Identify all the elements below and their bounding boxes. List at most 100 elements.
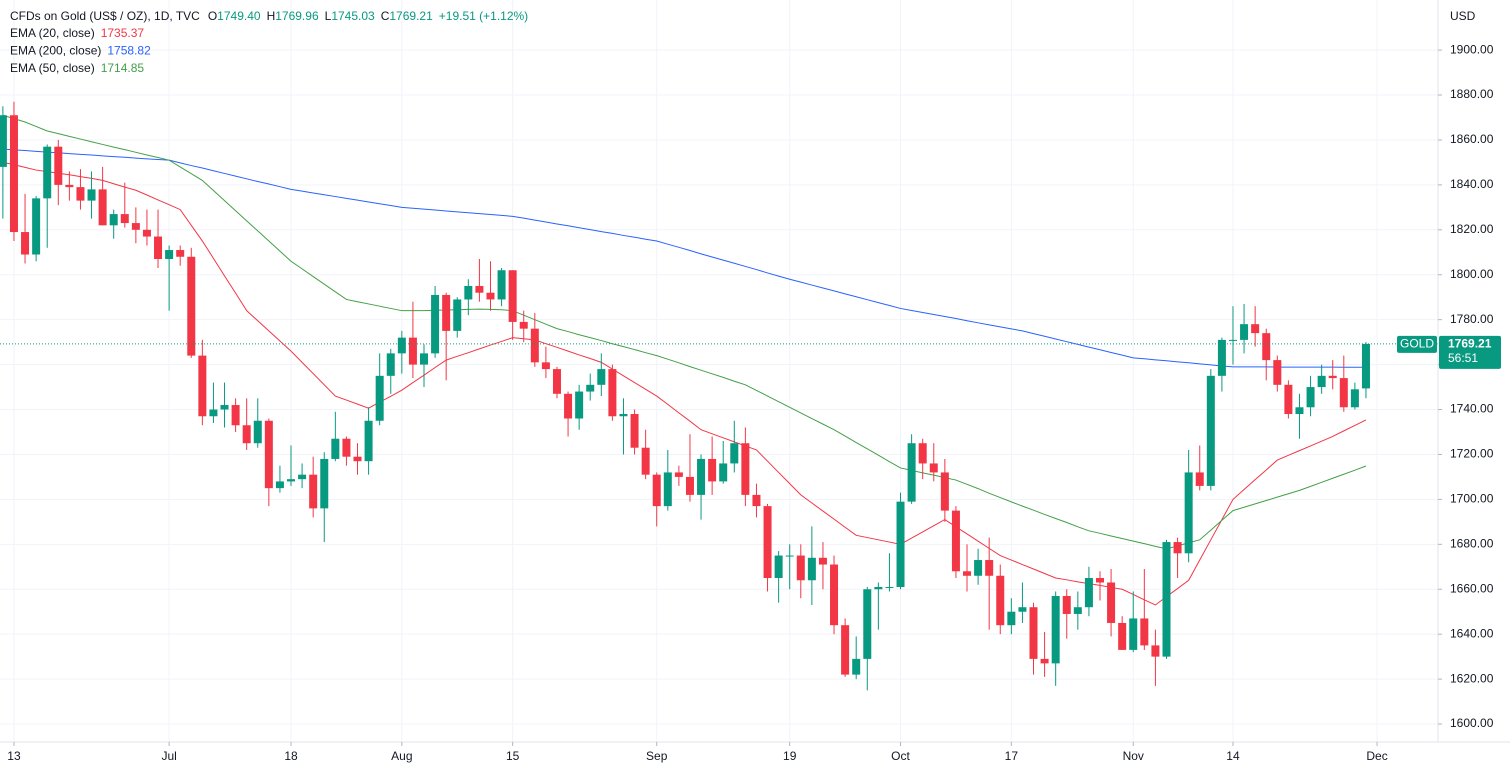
candle-body [974, 560, 983, 576]
candle-body [419, 353, 428, 365]
candle-body [985, 560, 994, 576]
x-tick-label: 13 [7, 749, 21, 763]
candle-body [176, 250, 185, 257]
candle-body [497, 270, 506, 300]
candle-body [87, 189, 96, 201]
ema-line [2, 161, 1367, 606]
candle-body [1217, 339, 1226, 376]
candle-body [1151, 645, 1160, 657]
candle-body [1262, 333, 1271, 361]
y-tick-label: 1640.00 [1450, 626, 1494, 640]
candle-body [586, 384, 595, 392]
ohlc-key: H [267, 9, 276, 23]
candle-body [1040, 658, 1049, 664]
candle-body [1206, 375, 1215, 486]
candle-body [1350, 389, 1359, 408]
candle-body [530, 328, 539, 363]
candle-body [697, 458, 706, 495]
change-value: +19.51 (+1.12%) [439, 9, 528, 23]
currency-label: USD [1450, 9, 1476, 23]
candle-body [475, 285, 484, 293]
candle-body [896, 501, 905, 587]
ema-line [2, 148, 1366, 368]
candle-body [386, 353, 395, 376]
ohlc-key: O [208, 9, 217, 23]
legend-value: 1714.85 [101, 61, 145, 75]
candle-body [1228, 339, 1237, 341]
candle-body [552, 369, 561, 394]
candle-body [852, 658, 861, 675]
candle-body [630, 414, 639, 448]
candle-body [1328, 375, 1337, 379]
y-tick-label: 1840.00 [1450, 177, 1494, 191]
candle-body [0, 115, 7, 167]
candle-body [1306, 387, 1315, 408]
candle-body [1317, 375, 1326, 388]
candle-body [1240, 324, 1249, 340]
candle-body [708, 458, 717, 482]
symbol-tag [1397, 335, 1437, 353]
candle-body [885, 586, 894, 588]
x-tick-label: Aug [391, 749, 412, 763]
candle-body [131, 223, 140, 230]
candle-body [929, 463, 938, 473]
candle-body [76, 187, 85, 201]
candle-body [752, 494, 761, 507]
candle-body [1051, 595, 1060, 664]
candle-body [685, 476, 694, 495]
y-tick-label: 1800.00 [1450, 267, 1494, 281]
candle-body [1073, 607, 1082, 614]
candle-body [1284, 384, 1293, 415]
symbol-name: CFDs on Gold (US$ / OZ), 1D, TVC [10, 9, 200, 23]
candle-body [951, 510, 960, 572]
candle-body [674, 472, 683, 477]
plot-area [0, 101, 1438, 691]
x-tick-label: Oct [891, 749, 910, 763]
x-tick-label: Sep [646, 749, 668, 763]
ohlc-value: 1749.40 [217, 9, 261, 23]
legend-entry: EMA (50, close) 1714.85 [10, 61, 144, 75]
x-tick-label: Jul [161, 749, 176, 763]
candle-body [785, 555, 794, 557]
candle-body [652, 474, 661, 507]
candle-body [43, 146, 52, 199]
candle-body [796, 555, 805, 581]
x-tick-label: 17 [1005, 749, 1019, 763]
legend-value: 1758.82 [107, 44, 151, 58]
candle-body [940, 472, 949, 511]
candle-body [774, 555, 783, 579]
candle-body [120, 214, 129, 224]
candle-body [1273, 360, 1282, 385]
candle-body [1118, 622, 1127, 650]
candle-body [32, 198, 41, 255]
y-tick-label: 1880.00 [1450, 87, 1494, 101]
y-tick-label: 1780.00 [1450, 312, 1494, 326]
legend-name: EMA (200, close) [10, 44, 101, 58]
candle-body [1184, 472, 1193, 554]
candle-body [242, 425, 251, 444]
candle-body [109, 214, 118, 226]
ohlc-value: 1769.96 [275, 9, 319, 23]
candle-body [142, 229, 151, 237]
candle-body [830, 564, 839, 626]
candle-body [187, 256, 196, 356]
x-tick-label: 18 [284, 749, 298, 763]
candle-body [564, 393, 573, 419]
countdown-label: 56:51 [1448, 351, 1478, 365]
candle-body [431, 294, 440, 354]
candle-body [486, 292, 495, 300]
legend-name: EMA (50, close) [10, 61, 95, 75]
candle-body [353, 456, 362, 462]
candle-body [1162, 542, 1171, 657]
candle-body [963, 571, 972, 576]
y-tick-label: 1680.00 [1450, 536, 1494, 550]
y-tick-label: 1820.00 [1450, 222, 1494, 236]
last-price-box [1439, 335, 1501, 369]
x-tick-label: 19 [783, 749, 797, 763]
candle-body [21, 232, 30, 255]
candle-body [1018, 607, 1027, 612]
candle-body [1062, 595, 1071, 614]
candle-body [741, 443, 750, 495]
